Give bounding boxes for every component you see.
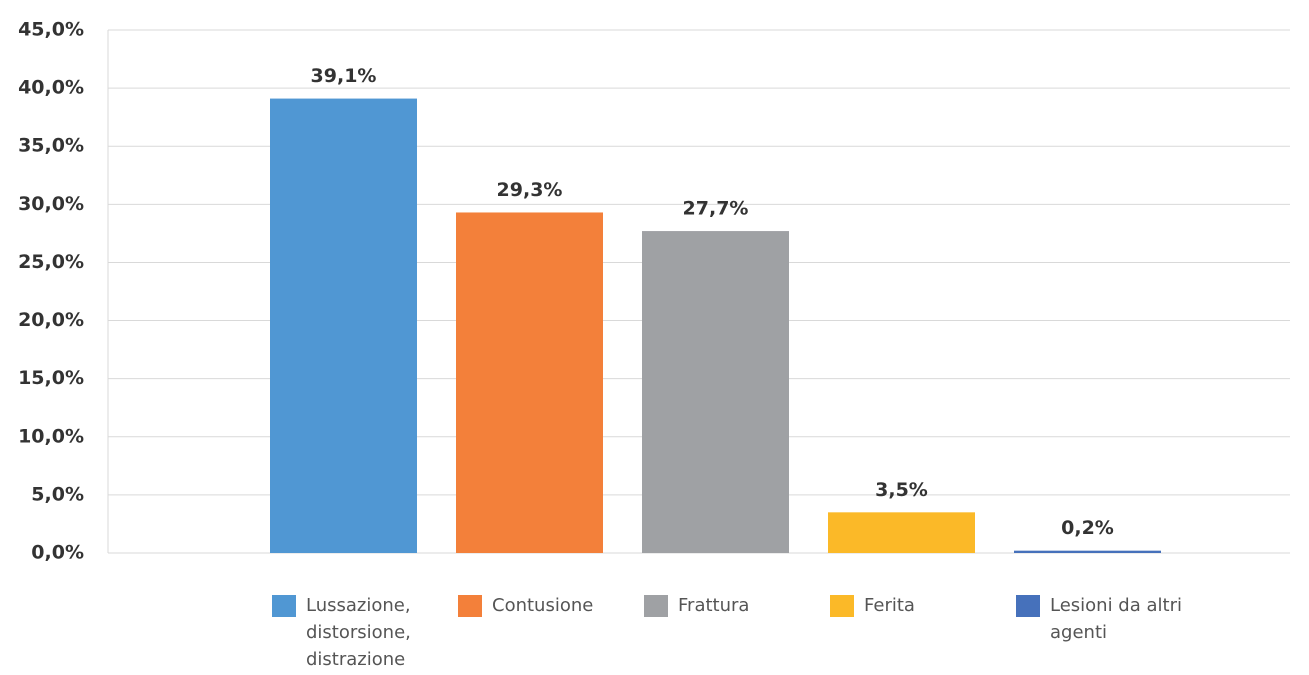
legend-label: Contusione [492, 595, 594, 616]
y-tick-label: 40,0% [18, 77, 84, 99]
bar [270, 98, 417, 554]
y-tick-label: 25,0% [18, 251, 84, 273]
data-label: 0,2% [1061, 517, 1114, 539]
y-tick-label: 5,0% [31, 483, 84, 505]
y-tick-label: 35,0% [18, 135, 84, 157]
data-label: 27,7% [683, 198, 749, 220]
data-label: 3,5% [875, 479, 928, 501]
legend-item: Ferita [830, 592, 915, 619]
legend-item: Contusione [458, 592, 593, 619]
legend-swatch [272, 595, 296, 617]
legend-label: Lesioni da altri agenti [1050, 595, 1182, 643]
y-tick-label: 20,0% [18, 309, 84, 331]
legend-label: Frattura [678, 595, 750, 616]
bar [1014, 550, 1161, 553]
legend-item: Frattura [644, 592, 749, 619]
legend-swatch [830, 595, 854, 617]
y-tick-label: 10,0% [18, 425, 84, 447]
data-label: 29,3% [497, 179, 563, 201]
data-label: 39,1% [311, 65, 377, 87]
y-tick-label: 30,0% [18, 193, 84, 215]
y-tick-label: 45,0% [18, 19, 84, 41]
legend-item: Lesioni da altri agenti [1016, 592, 1185, 646]
legend-item: Lussazione, distorsione, distrazione [272, 592, 441, 673]
bar [642, 231, 789, 553]
legend-swatch [644, 595, 668, 617]
legend-swatch [458, 595, 482, 617]
legend-swatch [1016, 595, 1040, 617]
y-tick-label: 0,0% [31, 542, 84, 564]
bar [828, 512, 975, 553]
y-tick-label: 15,0% [18, 367, 84, 389]
bar [456, 212, 603, 554]
legend-label: Lussazione, distorsione, distrazione [306, 595, 411, 670]
legend-label: Ferita [864, 595, 915, 616]
